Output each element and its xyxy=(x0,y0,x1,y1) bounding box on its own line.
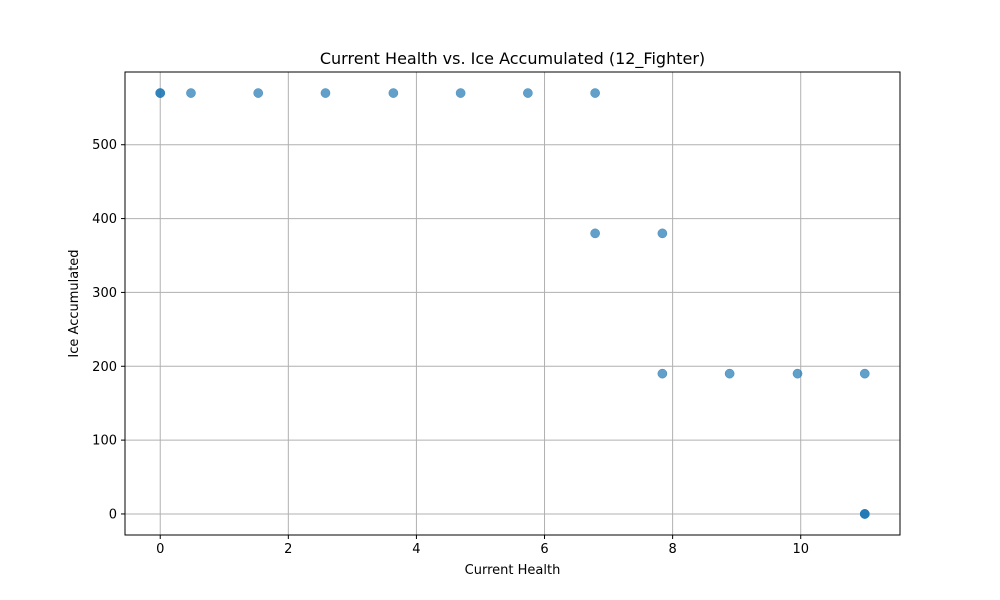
y-tick-label: 100 xyxy=(92,434,117,449)
x-tick-label: 6 xyxy=(540,542,548,557)
data-point xyxy=(388,88,399,98)
x-axis-label: Current Health xyxy=(465,563,561,578)
data-point xyxy=(590,228,600,239)
data-point xyxy=(253,88,264,98)
x-axis-ticks: 0 2 4 6 8 10 xyxy=(156,535,809,557)
y-axis-ticks: 0 100 200 300 400 500 xyxy=(92,138,125,522)
data-point xyxy=(455,88,466,98)
data-point xyxy=(859,368,870,379)
chart-title: Current Health vs. Ice Accumulated (12_F… xyxy=(320,49,705,69)
y-axis-label: Ice Accumulated xyxy=(67,249,82,357)
grid-lines xyxy=(125,72,900,535)
data-points xyxy=(155,88,870,519)
data-point xyxy=(657,368,668,379)
data-point xyxy=(859,509,870,519)
data-point xyxy=(792,368,803,379)
y-tick-label: 0 xyxy=(109,507,117,522)
data-point xyxy=(590,88,600,98)
x-tick-label: 8 xyxy=(668,542,676,557)
x-tick-label: 2 xyxy=(284,542,292,557)
data-point xyxy=(320,88,331,98)
plot-frame xyxy=(124,71,901,536)
x-tick-label: 0 xyxy=(156,542,164,557)
data-point xyxy=(657,228,668,239)
y-tick-label: 300 xyxy=(92,286,117,301)
y-tick-label: 400 xyxy=(92,212,117,227)
data-point xyxy=(523,88,533,98)
data-point xyxy=(724,368,735,379)
y-tick-label: 500 xyxy=(92,138,117,153)
y-tick-label: 200 xyxy=(92,360,117,375)
x-tick-label: 4 xyxy=(412,542,420,557)
x-tick-label: 10 xyxy=(792,542,809,557)
data-point xyxy=(186,88,196,98)
data-point xyxy=(155,88,166,98)
